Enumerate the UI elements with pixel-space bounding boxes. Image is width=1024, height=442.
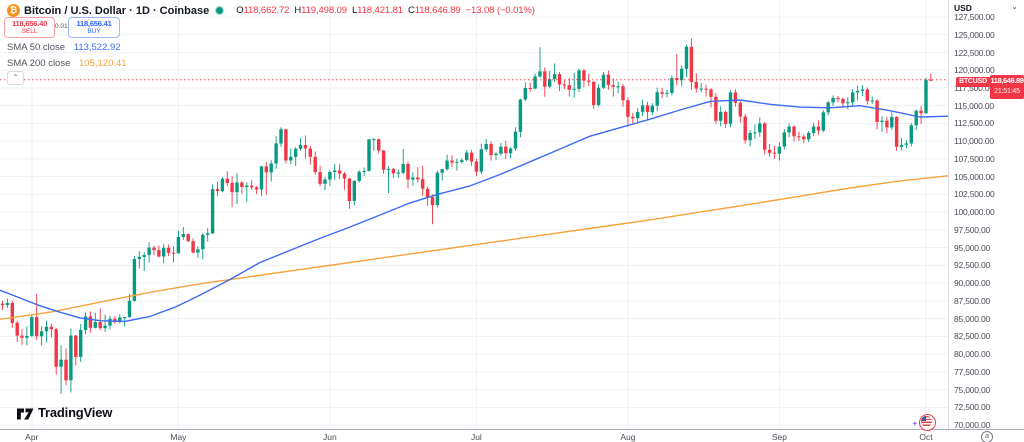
bitcoin-icon: ₿ <box>7 4 20 18</box>
price-tick-label: 100,000.00 <box>954 207 995 218</box>
bar-countdown: 21:51:45 <box>994 87 1020 95</box>
indicator-name: SMA 50 close <box>7 42 66 53</box>
tradingview-mark-icon <box>17 408 34 420</box>
indicator-name: SMA 200 close <box>7 58 71 69</box>
high-value: 119,498.09 <box>301 5 347 17</box>
time-tick-label: Jun <box>323 432 337 442</box>
price-tick-label: 107,500.00 <box>954 153 995 164</box>
indicator-value: 105,120.41 <box>79 58 127 69</box>
time-tick-label: Aug <box>620 432 636 442</box>
indicator-sma50[interactable]: SMA 50 close 113,522.92 <box>7 42 121 53</box>
tradingview-logo[interactable]: TradingView <box>17 405 112 423</box>
time-tick-label: Oct <box>919 432 933 442</box>
tradingview-logo-text: TradingView <box>38 405 113 420</box>
low-value: 118,421.81 <box>357 5 403 17</box>
buy-label: BUY <box>87 28 101 35</box>
sparkle-icon: ✦ <box>912 421 918 428</box>
currency-unit-label: USD <box>954 3 972 13</box>
sell-price: 118,656.40 <box>11 19 48 28</box>
open-value: 118,662.72 <box>243 5 290 17</box>
price-tick-label: 95,000.00 <box>954 242 991 253</box>
auto-scale-icon[interactable]: a <box>981 431 993 442</box>
symbol-title-row[interactable]: ₿ Bitcoin / U.S. Dollar · 1D · Coinbase O1… <box>7 2 535 18</box>
indicator-sma200[interactable]: SMA 200 close 105,120.41 <box>7 58 127 69</box>
chevron-down-icon: ⌄ <box>1011 2 1018 11</box>
price-tick-label: 122,500.00 <box>954 47 995 58</box>
price-tick-label: 87,500.00 <box>954 295 991 306</box>
sell-button[interactable]: 118,656.40 SELL <box>4 17 55 38</box>
price-tick-label: 97,500.00 <box>954 224 991 235</box>
time-tick-label: Jul <box>470 432 482 442</box>
sma50-line <box>0 99 949 323</box>
price-tick-label: 70,000.00 <box>954 420 991 430</box>
price-tick-label: 115,000.00 <box>954 100 994 111</box>
sell-label: SELL <box>21 28 38 35</box>
price-tick-label: 92,500.00 <box>954 260 991 271</box>
time-scale[interactable]: Apr May Jun Jul Aug Sep Oct a <box>0 429 1024 442</box>
price-tick-label: 72,500.00 <box>954 402 991 413</box>
price-tick-label: 125,000.00 <box>954 29 995 40</box>
market-status-icon[interactable] <box>216 7 224 15</box>
price-tick-label: 77,500.00 <box>954 366 991 377</box>
price-tick-label: 80,000.00 <box>954 349 991 359</box>
buy-button[interactable]: 118,656.41 BUY <box>68 17 120 38</box>
buy-price: 118,656.41 <box>76 19 112 28</box>
time-tick-label: Apr <box>25 432 39 442</box>
ohlc-values: O118,662.72 H119,498.09 L118,421.81 C118,64… <box>231 5 535 16</box>
last-price-value: 118,646.89 <box>990 75 1024 85</box>
us-flag-icon <box>921 416 932 427</box>
price-tick-label: 102,500.00 <box>954 189 995 200</box>
time-tick-label: Sep <box>771 432 787 442</box>
last-price-label: 118,646.89 21:51:45 <box>990 74 1024 99</box>
low-label: L <box>351 5 358 17</box>
currency-unit-row[interactable]: USD ⌄ <box>949 0 1024 14</box>
candlestick-series <box>0 38 933 394</box>
price-tick-label: 82,500.00 <box>954 331 991 342</box>
legend-collapse-button[interactable]: ⌃ <box>7 71 24 85</box>
grid-lines <box>0 0 948 429</box>
sma200-line <box>0 175 949 320</box>
price-scale[interactable]: USD ⌄ 127,500.00 125,000.00 122,500.00 120,… <box>948 0 1024 430</box>
price-tick-label: 112,500.00 <box>954 118 994 129</box>
economic-event-icon[interactable] <box>919 414 936 431</box>
spread-value: 0.01 <box>55 23 68 30</box>
chevron-up-icon: ⌃ <box>12 73 19 82</box>
symbol-title[interactable]: Bitcoin / U.S. Dollar · 1D · Coinbase <box>24 4 210 17</box>
price-tick-label: 85,000.00 <box>954 313 991 324</box>
symbol-price-tag: BTCUSD <box>956 77 990 88</box>
close-value: 118,646.89 <box>414 5 461 17</box>
time-tick-label: May <box>170 432 187 442</box>
open-label: O <box>236 5 244 17</box>
indicator-value: 113,522.92 <box>73 42 121 53</box>
price-tick-label: 120,000.00 <box>954 65 995 76</box>
price-tick-label: 110,000.00 <box>954 136 994 147</box>
price-tick-label: 127,500.00 <box>954 12 995 22</box>
price-tick-label: 75,000.00 <box>954 384 991 395</box>
price-tick-label: 105,000.00 <box>954 171 995 182</box>
high-label: H <box>294 5 302 17</box>
price-tick-label: 90,000.00 <box>954 278 991 289</box>
price-tick-label: 117,500.00 <box>954 83 994 93</box>
close-label: C <box>407 5 415 17</box>
change-value: −13.08 (−0.01%) <box>465 5 535 17</box>
